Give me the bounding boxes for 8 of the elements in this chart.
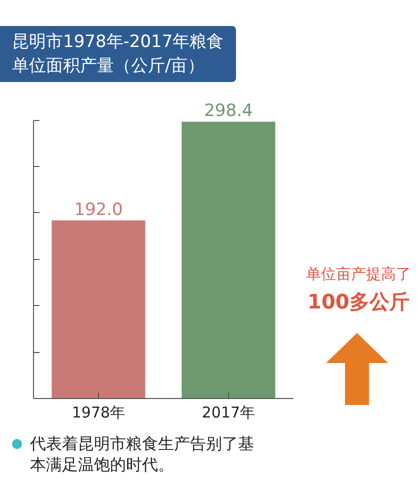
chart-title: 昆明市1978年-2017年粮食单位面积产量（公斤/亩）	[0, 26, 236, 82]
text: 100多公斤	[308, 290, 410, 314]
x-tick-label: 1978年	[72, 404, 126, 422]
data-label: 192.0	[74, 200, 123, 220]
text: 单位亩产提高了	[306, 264, 411, 283]
text: 代表着昆明市粮食生产告别了基本满足温饱的时代。	[29, 433, 255, 475]
data-label: 298.4	[204, 101, 253, 122]
x-tick-label: 2017年	[202, 404, 256, 422]
